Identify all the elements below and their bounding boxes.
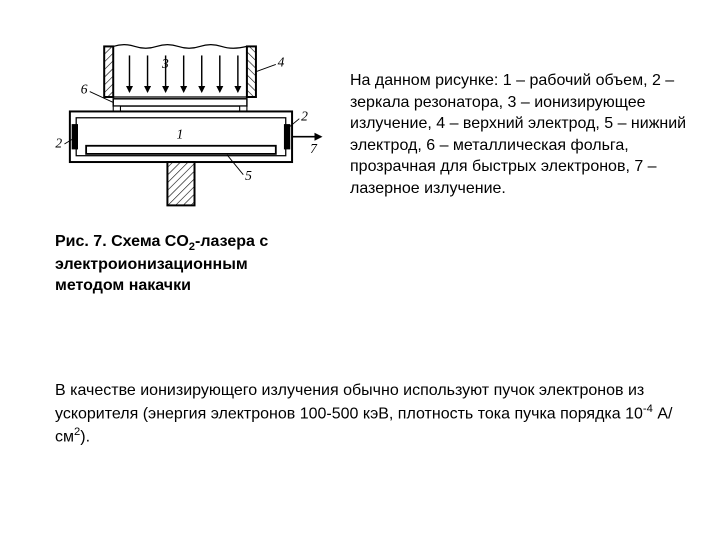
body-sup1: -4	[643, 403, 653, 415]
laser-diagram: 3 4 6 2 2 1 7 5	[50, 30, 330, 220]
diagram-label-3: 3	[161, 56, 169, 71]
diagram-label-7: 7	[310, 141, 318, 156]
ionizing-arrows	[129, 55, 237, 91]
body-paragraph: В качестве ионизирующего излучения обычн…	[55, 380, 675, 447]
diagram-label-6: 6	[81, 81, 88, 96]
body-post: ).	[80, 428, 90, 445]
figure-caption: Рис. 7. Схема CO2-лазера с электроиониза…	[55, 232, 315, 296]
caption-prefix: Рис. 7. Схема CO	[55, 233, 189, 250]
diagram-label-2b: 2	[301, 108, 308, 123]
diagram-label-1: 1	[176, 127, 183, 142]
body-pre: В качестве ионизирующего излучения обычн…	[55, 382, 644, 422]
page: 3 4 6 2 2 1 7 5	[0, 0, 720, 540]
diagram-label-5: 5	[245, 168, 252, 183]
laser-diagram-svg: 3 4 6 2 2 1 7 5	[50, 30, 330, 220]
legend-text: На данном рисунке: 1 – рабочий объем, 2 …	[350, 70, 690, 200]
diagram-label-2a: 2	[55, 136, 62, 151]
diagram-label-4: 4	[278, 54, 285, 69]
